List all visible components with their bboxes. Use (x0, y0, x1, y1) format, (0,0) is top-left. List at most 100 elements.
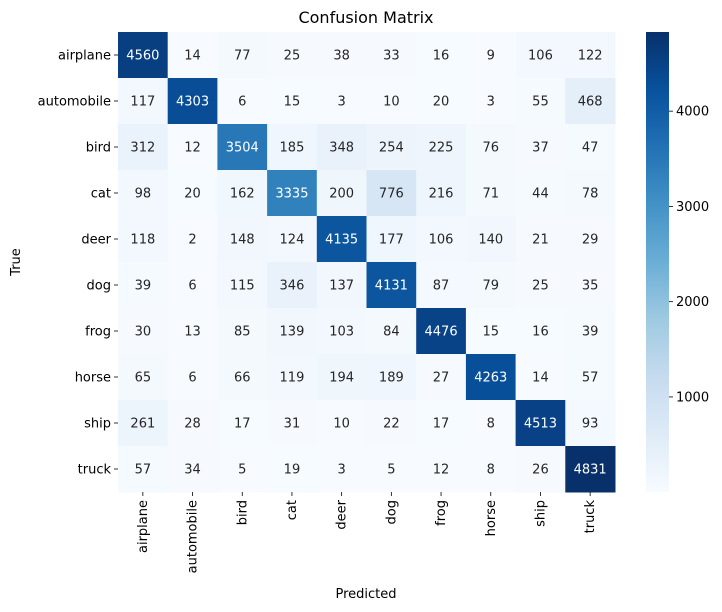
y-tick-label: truck (78, 463, 112, 478)
y-tick-label: airplane (58, 49, 111, 64)
heatmap-cell (167, 400, 218, 447)
x-tick-label: dog (384, 500, 399, 524)
heatmap-cell (217, 262, 268, 309)
y-tick-label: dog (87, 279, 111, 294)
heatmap-cell (217, 216, 268, 263)
cell-value-label: 5 (387, 463, 395, 478)
heatmap-cell (565, 78, 616, 125)
heatmap-cell (267, 124, 318, 171)
heatmap-cell (465, 170, 517, 217)
cell-value-label: 22 (383, 417, 400, 432)
colorbar-tick-label: 2000 (676, 295, 709, 310)
cell-value-label: 468 (578, 95, 603, 110)
heatmap-cell (118, 124, 169, 171)
heatmap-cell (167, 170, 218, 217)
cell-value-label: 5 (238, 463, 246, 478)
cell-value-label: 76 (482, 141, 499, 156)
cell-value-label: 776 (379, 187, 404, 202)
heatmap-cell (316, 400, 367, 447)
cell-value-label: 21 (532, 233, 549, 248)
cell-value-label: 28 (184, 417, 201, 432)
heatmap-cell (267, 262, 318, 309)
cell-value-label: 194 (329, 371, 354, 386)
heatmap-cell (515, 400, 566, 447)
cell-value-label: 348 (329, 141, 354, 156)
cell-value-label: 19 (284, 463, 301, 478)
cell-value-label: 20 (184, 187, 201, 202)
cell-value-label: 14 (184, 49, 201, 64)
cell-value-label: 78 (582, 187, 599, 202)
heatmap-cell (465, 446, 517, 493)
cell-value-label: 346 (280, 279, 305, 294)
cell-value-label: 4831 (574, 463, 607, 478)
x-axis-ticks: airplane automobile bird cat deer dog frog hors… (136, 492, 598, 573)
cell-value-label: 10 (333, 417, 350, 432)
heatmap-cell (366, 124, 417, 171)
colorbar-tick-label: 1000 (676, 390, 709, 405)
cell-value-label: 117 (130, 95, 155, 110)
cell-value-label: 3335 (275, 187, 308, 202)
cell-value-label: 115 (230, 279, 255, 294)
heatmap-cell (267, 170, 318, 217)
heatmap-cell (167, 32, 218, 79)
heatmap-cell (167, 216, 218, 263)
heatmap-cell (416, 446, 467, 493)
heatmap-cell (565, 170, 616, 217)
cell-value-label: 25 (532, 279, 549, 294)
heatmap-cell (366, 170, 417, 217)
cell-value-label: 106 (429, 233, 454, 248)
cell-value-label: 106 (528, 49, 553, 64)
heatmap-cell (118, 262, 169, 309)
heatmap-cell (515, 216, 566, 263)
heatmap-cell (515, 354, 566, 401)
y-tick-label: bird (86, 141, 111, 156)
heatmap-cell (217, 78, 268, 125)
cell-value-label: 17 (234, 417, 251, 432)
cell-value-label: 185 (280, 141, 305, 156)
cell-value-label: 65 (135, 371, 152, 386)
heatmap-cell (515, 446, 566, 493)
heatmap-cell (565, 308, 616, 355)
y-tick-label: horse (75, 371, 111, 386)
cell-value-label: 4303 (176, 95, 209, 110)
heatmap-cell (565, 32, 616, 79)
y-axis-label: True (9, 248, 24, 277)
heatmap-cell (167, 78, 218, 125)
heatmap-cell (366, 400, 417, 447)
y-tick-label: ship (84, 417, 111, 432)
cell-value-label: 20 (433, 95, 450, 110)
cell-value-label: 71 (482, 187, 499, 202)
colorbar-tick-label: 4000 (676, 105, 709, 120)
heatmap-cell (167, 262, 218, 309)
heatmap-cell (316, 308, 367, 355)
heatmap-cell (316, 262, 367, 309)
cell-value-label: 25 (284, 49, 301, 64)
heatmap-cell (267, 78, 318, 125)
heatmap-cell (416, 78, 467, 125)
heatmap-cell (416, 216, 467, 263)
x-tick-label: truck (583, 500, 598, 534)
heatmap-cell (118, 170, 169, 217)
x-tick-label: cat (285, 500, 300, 520)
heatmap-cell (217, 354, 268, 401)
cell-value-label: 77 (234, 49, 251, 64)
cell-value-label: 85 (234, 325, 251, 340)
heatmap-cell (565, 446, 616, 493)
cell-value-label: 13 (184, 325, 201, 340)
cell-value-label: 39 (135, 279, 152, 294)
cell-value-label: 6 (188, 371, 196, 386)
x-tick-label: airplane (136, 500, 151, 553)
cell-value-label: 15 (284, 95, 301, 110)
y-axis-ticks: airplane automobile bird cat deer dog frog hors… (38, 49, 118, 478)
y-tick-label: deer (81, 233, 111, 248)
cell-value-label: 37 (532, 141, 549, 156)
heatmap-cell (465, 32, 517, 79)
x-tick-label: ship (533, 500, 548, 527)
cell-value-label: 162 (230, 187, 255, 202)
heatmap-cell (465, 308, 517, 355)
x-tick-label: bird (235, 500, 250, 525)
heatmap-cell (515, 262, 566, 309)
heatmap-cell (515, 124, 566, 171)
cell-value-label: 33 (383, 49, 400, 64)
cell-value-label: 16 (532, 325, 549, 340)
